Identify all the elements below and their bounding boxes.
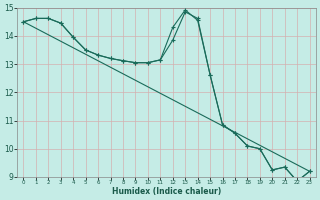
X-axis label: Humidex (Indice chaleur): Humidex (Indice chaleur) — [112, 187, 221, 196]
